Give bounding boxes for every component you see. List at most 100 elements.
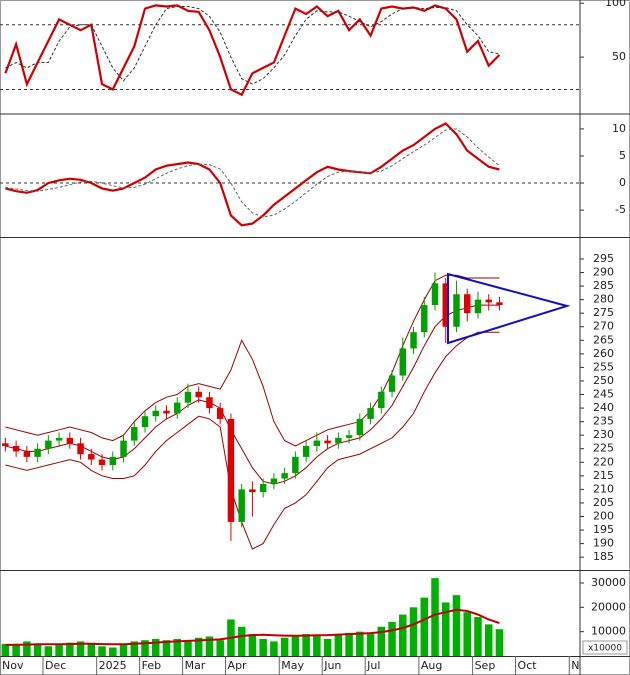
y-tick-label: 290: [593, 266, 614, 279]
volume-bar: [33, 643, 42, 656]
volume-bar: [484, 624, 493, 656]
volume-bar: [259, 638, 267, 656]
volume-bar: [1, 643, 10, 656]
candle-body: [163, 410, 170, 414]
series-line: [5, 304, 500, 485]
volume-bar: [280, 637, 289, 656]
candle-body: [184, 391, 192, 403]
y-tick-label: 230: [593, 428, 614, 441]
volume-bar: [452, 595, 461, 656]
volume-bar: [420, 597, 429, 656]
volume-bar: [162, 640, 171, 656]
x-tick-label: May: [281, 659, 304, 672]
volume-bar: [366, 634, 375, 656]
candle-body: [109, 456, 116, 465]
candle-body: [345, 435, 353, 438]
series-line: [5, 274, 500, 447]
y-tick-label: 280: [593, 293, 614, 306]
volume-bar: [495, 629, 504, 656]
candle-body: [313, 440, 321, 447]
candle-body: [45, 440, 52, 449]
candle-body: [453, 294, 460, 327]
y-tick-label: 245: [593, 388, 614, 401]
y-tick-label: 5: [619, 149, 626, 162]
candle-body: [238, 489, 245, 522]
volume-bar: [119, 645, 128, 656]
unit-box: [582, 640, 628, 655]
x-tick-label: Dec: [45, 659, 66, 672]
candle-body: [55, 437, 63, 441]
candle-body: [378, 391, 385, 409]
candle-body: [77, 443, 84, 455]
volume-bar: [12, 645, 20, 656]
volume-bar: [205, 636, 214, 656]
candle-body: [227, 418, 235, 522]
volume-bar: [302, 634, 310, 656]
y-tick-label: 250: [593, 374, 614, 387]
candle-body: [120, 440, 127, 457]
y-tick-label: 10: [612, 122, 626, 135]
candle-body: [34, 448, 41, 457]
volume-bar: [431, 578, 439, 656]
y-tick-label: 190: [593, 537, 614, 550]
y-tick-label: 275: [593, 306, 614, 319]
volume-bar: [130, 641, 139, 656]
candle-body: [259, 483, 267, 493]
y-tick-label: 100: [605, 0, 626, 9]
candle-body: [152, 410, 159, 417]
volume-bar: [23, 641, 31, 656]
volume-bar: [237, 626, 246, 656]
volume-bar: [98, 646, 106, 656]
y-tick-label: 30000: [591, 576, 626, 589]
candle-body: [174, 402, 181, 414]
candle-body: [335, 437, 342, 444]
volume-bar: [334, 634, 343, 656]
volume-bar: [356, 631, 364, 656]
volume-bar: [141, 640, 149, 656]
candle-body: [66, 437, 74, 444]
candle-body: [356, 418, 364, 436]
y-tick-label: 225: [593, 442, 614, 455]
series-line: [5, 6, 500, 85]
y-tick-label: 220: [593, 455, 614, 468]
volume-bar: [151, 638, 160, 656]
candle-body: [496, 302, 503, 306]
candle-body: [292, 456, 299, 474]
x-tick-label: Sep: [475, 659, 496, 672]
x-tick-label: Apr: [228, 659, 248, 672]
candle-body: [421, 305, 428, 333]
candle-body: [216, 408, 224, 419]
x-tick-label: Jul: [366, 659, 380, 672]
candle-body: [399, 348, 406, 376]
candle-body: [302, 446, 310, 457]
x-tick-label: N: [571, 659, 579, 672]
series-line: [5, 128, 500, 218]
series-line: [5, 331, 500, 550]
volume-bar: [313, 635, 321, 656]
candle-body: [23, 451, 31, 457]
candle-body: [388, 375, 396, 392]
candle-body: [88, 454, 95, 460]
volume-bar: [441, 602, 450, 656]
y-tick-label: 285: [593, 279, 614, 292]
volume-bar: [388, 621, 396, 656]
series-line: [4, 4, 501, 97]
volume-bar: [399, 614, 407, 656]
volume-bar: [474, 617, 482, 656]
candle-body: [431, 283, 439, 306]
volume-bar: [87, 643, 96, 656]
candle-body: [270, 478, 278, 484]
y-tick-label: 270: [593, 320, 614, 333]
y-tick-label: 260: [593, 347, 614, 360]
candle-body: [98, 459, 106, 465]
y-tick-label: 235: [593, 415, 614, 428]
x-tick-label: Oct: [518, 659, 538, 672]
x-tick-label: Jun: [323, 659, 341, 672]
candle-body: [281, 473, 288, 479]
candle-body: [474, 299, 482, 314]
y-tick-label: -5: [615, 203, 626, 216]
y-tick-label: 10000: [591, 625, 626, 638]
volume-bar: [248, 634, 257, 656]
